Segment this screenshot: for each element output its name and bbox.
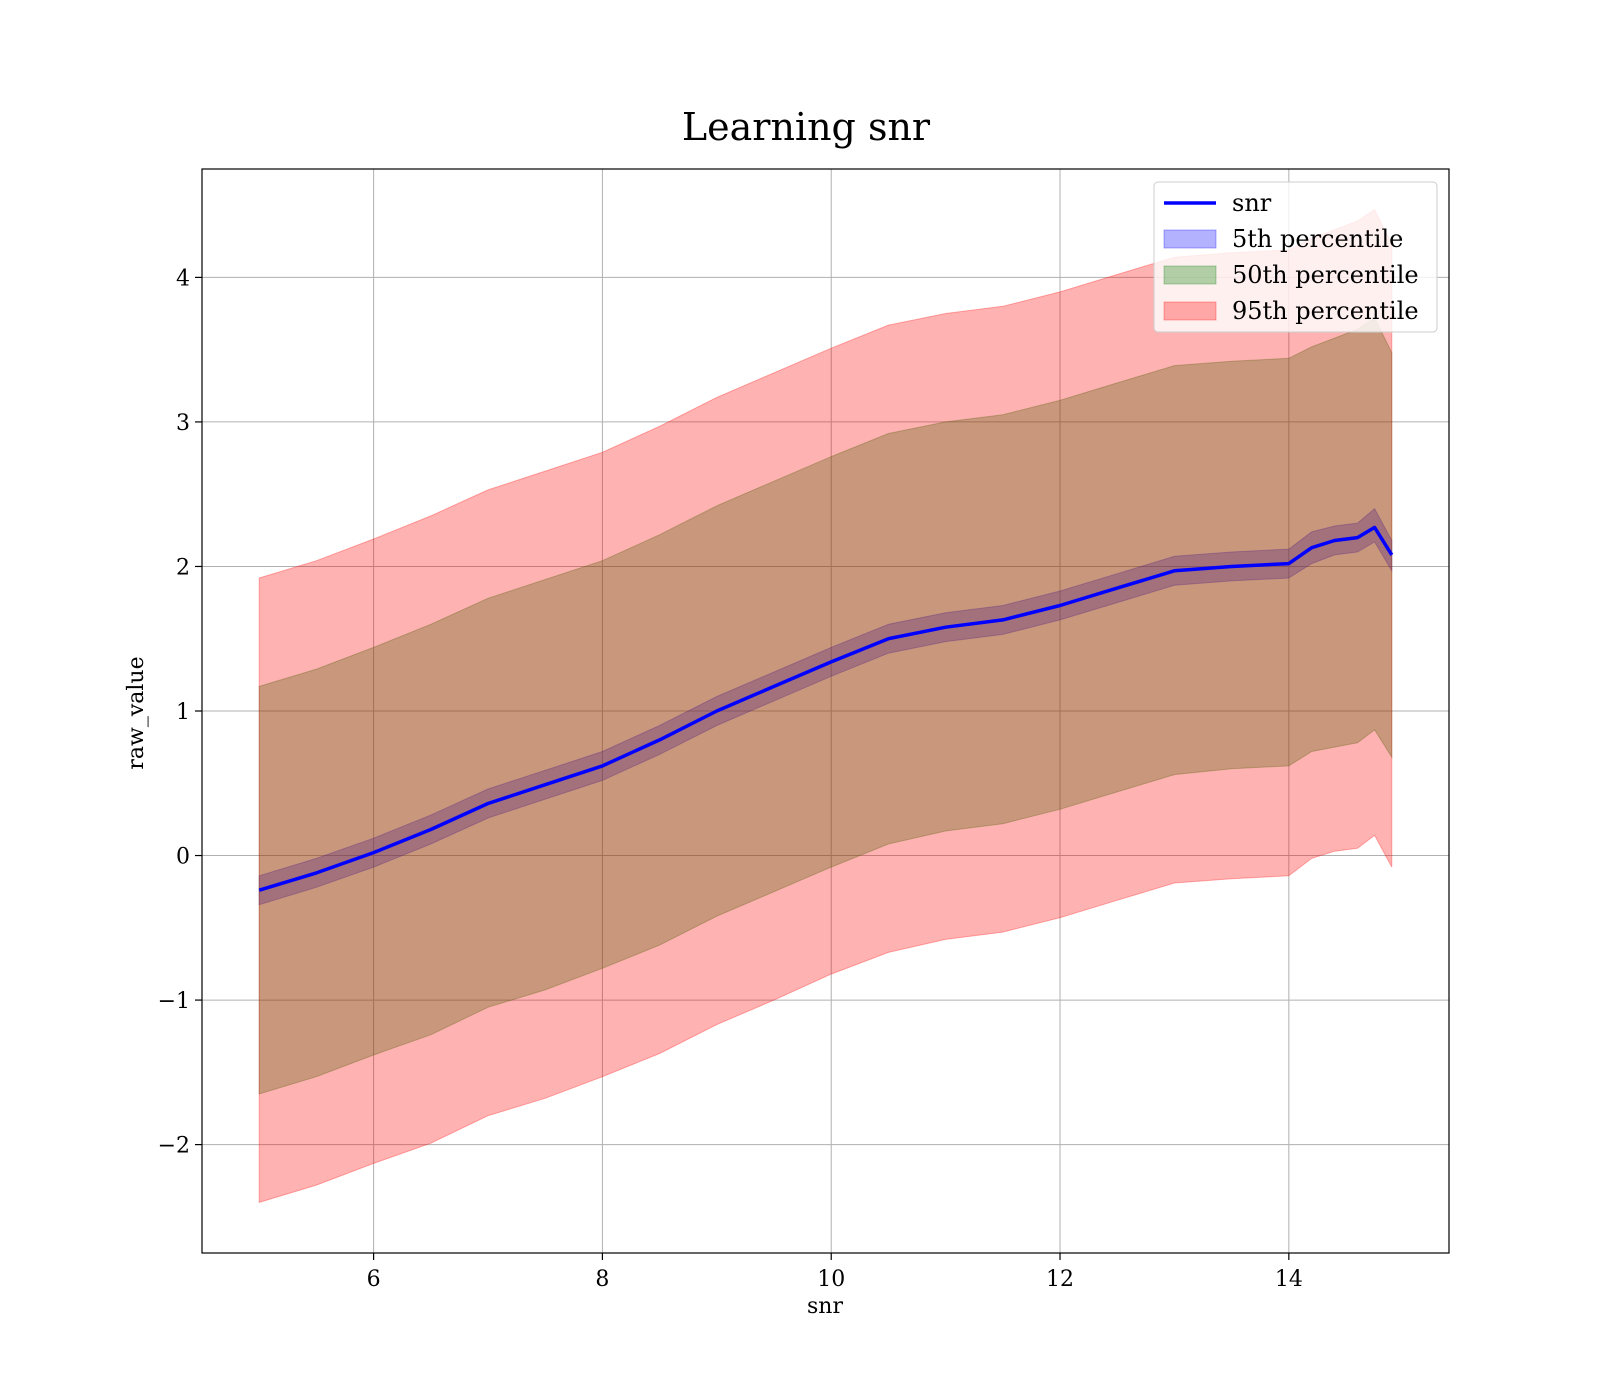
y-tick-label: 3	[176, 411, 190, 436]
y-tick-label: 0	[176, 845, 190, 870]
legend-swatch-band	[1163, 265, 1217, 285]
band-50th-percentile	[258, 317, 1393, 1095]
y-tick-label: −1	[158, 989, 190, 1014]
y-axis-label: raw_value	[124, 656, 149, 769]
x-tick-label: 8	[595, 1267, 609, 1292]
legend-label: snr	[1232, 189, 1272, 217]
y-tick-label: 4	[176, 266, 190, 291]
legend-swatch-band	[1163, 301, 1217, 321]
y-tick-label: −2	[158, 1134, 190, 1159]
band-5th-percentile	[258, 507, 1393, 906]
legend-label: 95th percentile	[1232, 297, 1419, 325]
band-95th-percentile	[258, 208, 1393, 1204]
x-axis-label: snr	[807, 1294, 843, 1319]
percentile-bands	[258, 208, 1393, 1204]
x-tick-label: 12	[1046, 1267, 1074, 1292]
series-lines	[258, 525, 1394, 892]
series-line-snr	[258, 525, 1394, 892]
y-tick-label: 2	[176, 555, 190, 580]
x-tick-label: 6	[367, 1267, 381, 1292]
y-axis-ticks: −2 −1 0 1 2 3 4	[158, 266, 202, 1159]
x-tick-label: 14	[1275, 1267, 1303, 1292]
y-tick-label: 1	[176, 700, 190, 725]
x-tick-label: 10	[817, 1267, 845, 1292]
legend-label: 5th percentile	[1232, 225, 1403, 253]
legend-label: 50th percentile	[1232, 261, 1419, 289]
x-axis-ticks: 6 8 10 12 14	[367, 1253, 1303, 1292]
legend-box	[1153, 181, 1438, 333]
chart-title: Learning snr	[682, 105, 931, 149]
legend-swatch-band	[1163, 229, 1217, 249]
legend: snr 5th percentile 50th percentile 95th per…	[1153, 181, 1438, 333]
